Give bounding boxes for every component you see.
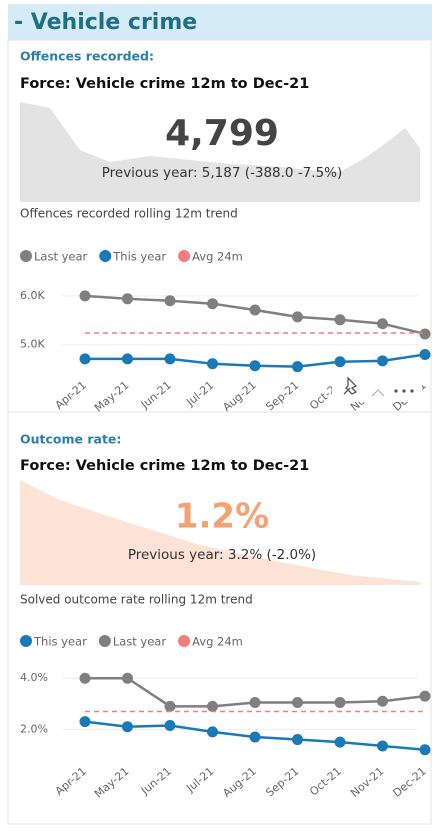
legend-swatch <box>20 250 32 262</box>
legend-label: This year <box>33 635 87 649</box>
y-tick-label: 6.0K <box>20 289 45 302</box>
data-point <box>292 734 303 746</box>
y-tick-label: 5.0K <box>20 338 45 351</box>
legend-label: Last year <box>113 635 167 649</box>
data-point <box>419 744 431 756</box>
trend-title: Solved outcome rate rolling 12m trend <box>20 593 253 607</box>
kpi-value: 1.2% <box>175 497 269 537</box>
more-dot[interactable] <box>402 389 406 393</box>
legend-label: Last year <box>34 250 88 264</box>
data-point <box>164 295 176 307</box>
data-point <box>79 290 91 302</box>
card-border <box>7 411 432 825</box>
data-point <box>122 721 133 733</box>
section-subtitle: Force: Vehicle crime 12m to Dec-21 <box>20 458 309 474</box>
data-point <box>122 293 133 305</box>
data-point <box>164 700 176 712</box>
legend-swatch <box>20 635 32 647</box>
data-point <box>419 328 431 340</box>
legend-swatch <box>99 250 112 262</box>
section-heading: Outcome rate: <box>20 432 121 447</box>
kpi-previous: Previous year: 3.2% (-2.0%) <box>128 547 316 563</box>
trend-title: Offences recorded rolling 12m trend <box>20 207 238 221</box>
data-point <box>207 358 218 370</box>
data-point <box>79 353 91 365</box>
header-band <box>8 4 432 40</box>
data-point <box>377 318 388 330</box>
data-point <box>249 360 261 372</box>
legend-label: This year <box>112 250 166 264</box>
kpi-value: 4,799 <box>165 113 279 154</box>
data-point <box>164 353 176 365</box>
data-point <box>207 700 218 712</box>
data-point <box>419 348 431 360</box>
data-point <box>122 672 133 684</box>
more-dot[interactable] <box>394 389 398 393</box>
section-subtitle: Force: Vehicle crime 12m to Dec-21 <box>20 76 309 92</box>
legend-swatch <box>98 635 111 647</box>
data-point <box>207 726 218 738</box>
y-tick-label: 4.0% <box>20 671 48 684</box>
kpi-background <box>20 102 420 202</box>
section-heading: Offences recorded: <box>20 49 154 64</box>
more-dot[interactable] <box>410 389 414 393</box>
data-point <box>334 356 346 368</box>
data-point <box>292 697 303 708</box>
legend-swatch <box>178 250 191 262</box>
toolbar-bg <box>332 372 422 402</box>
data-point <box>377 695 388 707</box>
data-point <box>122 353 133 365</box>
data-point <box>334 314 346 326</box>
data-point <box>419 690 431 702</box>
focus-icon[interactable] <box>371 389 385 397</box>
data-point <box>292 311 303 323</box>
data-point <box>377 740 388 752</box>
data-point <box>79 716 91 728</box>
data-point <box>292 361 303 373</box>
data-point <box>334 697 346 708</box>
visual-toolbar[interactable] <box>332 372 422 402</box>
y-tick-label: 2.0% <box>20 722 48 735</box>
legend-swatch <box>178 635 191 647</box>
data-point <box>249 697 261 708</box>
data-point <box>164 720 176 731</box>
pin-icon[interactable] <box>343 376 358 395</box>
kpi-previous: Previous year: 5,187 (-388.0 -7.5%) <box>102 165 343 181</box>
data-point <box>79 672 91 684</box>
kpi-background <box>20 480 420 585</box>
data-point <box>249 731 261 743</box>
data-point <box>207 298 218 310</box>
data-point <box>334 736 346 748</box>
data-point <box>249 304 261 316</box>
header-title: - Vehicle crime <box>14 10 197 35</box>
data-point <box>377 355 388 367</box>
legend-label: Avg 24m <box>192 635 243 649</box>
legend-label: Avg 24m <box>192 250 243 264</box>
